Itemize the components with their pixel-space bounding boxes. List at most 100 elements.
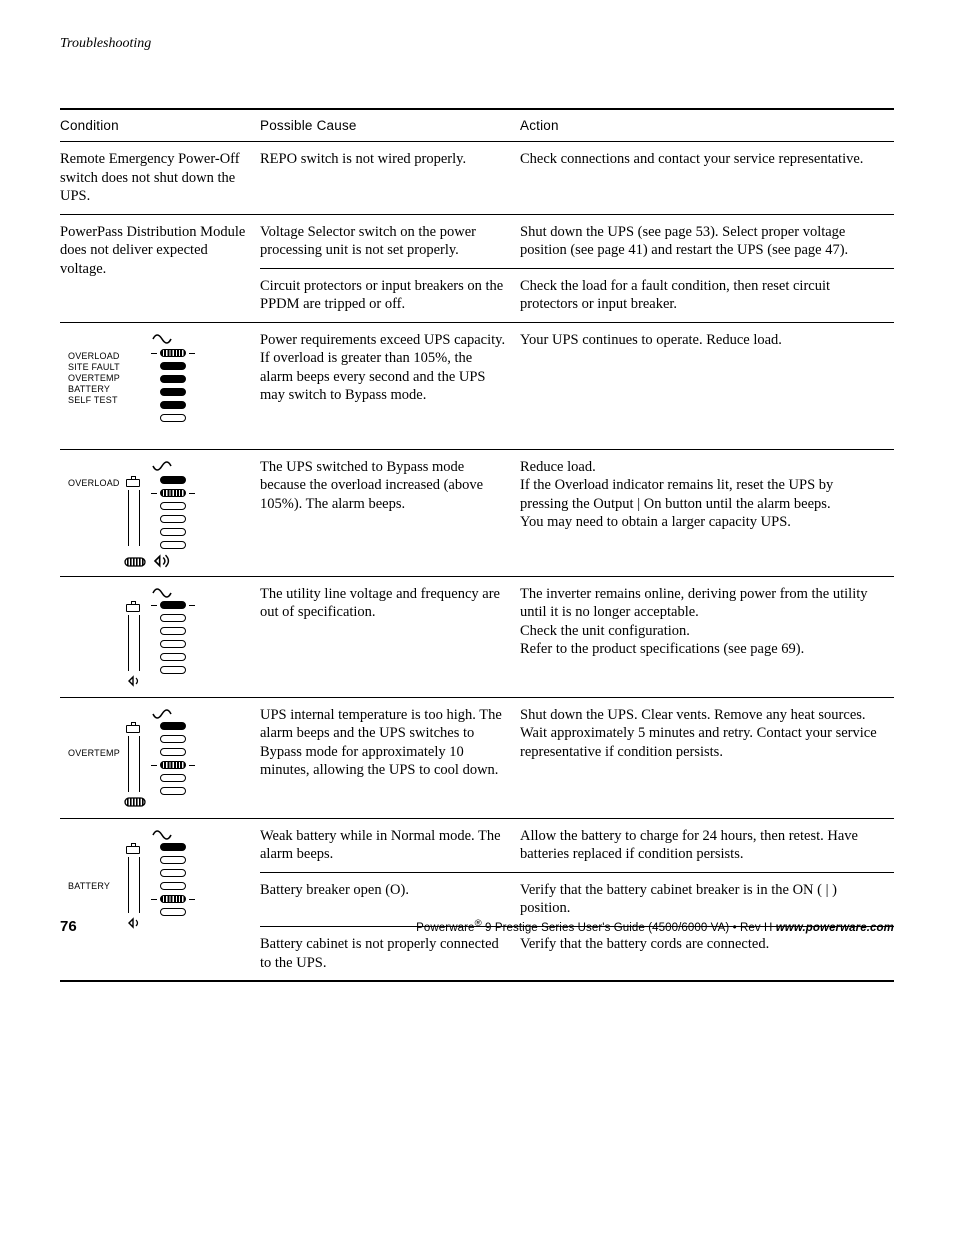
cell-cause: REPO switch is not wired properly. [260, 142, 520, 215]
cell-condition: OVERLOAD SITE FAULT OVERTEMP BATTERY SEL… [60, 322, 260, 449]
panel-label: OVERLOAD [68, 478, 120, 489]
panel-label: SITE FAULT [68, 362, 120, 373]
indicator-pill [160, 489, 186, 497]
bypass-hatched-icon [124, 796, 146, 808]
indicator-pill [160, 882, 186, 890]
indicator-pill [160, 476, 186, 484]
panel-label: BATTERY [68, 384, 120, 395]
indicator-pill [160, 515, 186, 523]
table-row: OVERLOAD [60, 449, 894, 576]
panel-label: OVERTEMP [68, 373, 120, 384]
indicator-panel-battery: BATTERY [68, 829, 208, 929]
panel-label: OVERLOAD [68, 351, 120, 362]
meter-icon [128, 490, 140, 546]
indicator-pill [160, 614, 186, 622]
col-header-condition: Condition [60, 109, 260, 142]
cell-cause: UPS internal temperature is too high. Th… [260, 697, 520, 818]
indicator-pill [160, 502, 186, 510]
col-header-cause: Possible Cause [260, 109, 520, 142]
indicator-panel-overload-bypass: OVERLOAD [68, 460, 208, 566]
indicator-pill [160, 895, 186, 903]
meter-icon [128, 857, 140, 913]
cell-condition [60, 576, 260, 697]
cell-cause: The UPS switched to Bypass mode because … [260, 449, 520, 576]
footer-title: 9 Prestige Series User's Guide (4500/600… [482, 922, 776, 934]
indicator-pill [160, 362, 186, 370]
battery-icon [126, 843, 140, 854]
panel-label: OVERTEMP [68, 748, 120, 759]
panel-label: BATTERY [68, 881, 110, 892]
indicator-pill [160, 908, 186, 916]
cell-cause: Power requirements exceed UPS capacity. … [260, 322, 520, 449]
footer-brand: Powerware [416, 922, 474, 934]
indicator-pill [160, 666, 186, 674]
indicator-pill [160, 774, 186, 782]
indicator-pill [160, 528, 186, 536]
indicator-pill [160, 856, 186, 864]
table-row: OVERTEMP [60, 697, 894, 818]
indicator-pill [160, 640, 186, 648]
cell-condition: BATTERY [60, 818, 260, 981]
indicator-pill [160, 601, 186, 609]
indicator-pill [160, 748, 186, 756]
indicator-pill [160, 627, 186, 635]
page-footer: 76 Powerware® 9 Prestige Series User's G… [60, 918, 894, 935]
indicator-pill [160, 375, 186, 383]
cell-cause: Circuit protectors or input breakers on … [260, 268, 520, 322]
bypass-hatched-icon [124, 556, 146, 568]
indicator-pill [160, 761, 186, 769]
cell-cause: Weak battery while in Normal mode. The a… [260, 818, 520, 872]
indicator-pill [160, 349, 186, 357]
col-header-action: Action [520, 109, 894, 142]
cell-condition: PowerPass Distribution Module does not d… [60, 214, 260, 322]
sine-icon [152, 829, 172, 841]
cell-action: Check connections and contact your servi… [520, 142, 894, 215]
indicator-pill [160, 653, 186, 661]
indicator-pill [160, 787, 186, 795]
registered-icon: ® [475, 918, 482, 929]
cell-cause: Voltage Selector switch on the power pro… [260, 214, 520, 268]
cell-action: Reduce load. If the Overload indicator r… [520, 449, 894, 576]
troubleshooting-table: Condition Possible Cause Action Remote E… [60, 108, 894, 982]
sine-icon [152, 460, 172, 472]
cell-action: Shut down the UPS (see page 53). Select … [520, 214, 894, 268]
indicator-pill [160, 388, 186, 396]
alarm-icon [152, 554, 172, 568]
table-row: Remote Emergency Power-Off switch does n… [60, 142, 894, 215]
indicator-pill [160, 414, 186, 422]
indicator-pill [160, 722, 186, 730]
battery-icon [126, 601, 140, 612]
indicator-pill [160, 869, 186, 877]
cell-action: The inverter remains online, deriving po… [520, 576, 894, 697]
cell-condition: Remote Emergency Power-Off switch does n… [60, 142, 260, 215]
sine-icon [152, 333, 172, 345]
indicator-pill [160, 401, 186, 409]
table-row: OVERLOAD SITE FAULT OVERTEMP BATTERY SEL… [60, 322, 894, 449]
cell-action: Shut down the UPS. Clear vents. Remove a… [520, 697, 894, 818]
footer-url: www.powerware.com [776, 922, 894, 934]
running-head: Troubleshooting [60, 36, 894, 52]
battery-icon [126, 476, 140, 487]
indicator-panel-overtemp: OVERTEMP [68, 708, 208, 808]
cell-cause: The utility line voltage and frequency a… [260, 576, 520, 697]
cell-condition: OVERTEMP [60, 697, 260, 818]
panel-label: SELF TEST [68, 395, 120, 406]
table-row: PowerPass Distribution Module does not d… [60, 214, 894, 268]
cell-action: Your UPS continues to operate. Reduce lo… [520, 322, 894, 449]
sine-icon [152, 708, 172, 720]
table-row: The utility line voltage and frequency a… [60, 576, 894, 697]
alarm-icon [126, 675, 144, 687]
page-number: 76 [60, 918, 77, 935]
battery-icon [126, 722, 140, 733]
cell-action: Allow the battery to charge for 24 hours… [520, 818, 894, 872]
footer-text: Powerware® 9 Prestige Series User's Guid… [416, 918, 894, 934]
cell-action: Check the load for a fault condition, th… [520, 268, 894, 322]
table-header-row: Condition Possible Cause Action [60, 109, 894, 142]
meter-icon [128, 736, 140, 792]
sine-icon [152, 587, 172, 599]
meter-icon [128, 615, 140, 671]
indicator-pill [160, 541, 186, 549]
table-row: BATTERY [60, 818, 894, 872]
indicator-pill [160, 735, 186, 743]
indicator-panel-line-freq [68, 587, 208, 687]
